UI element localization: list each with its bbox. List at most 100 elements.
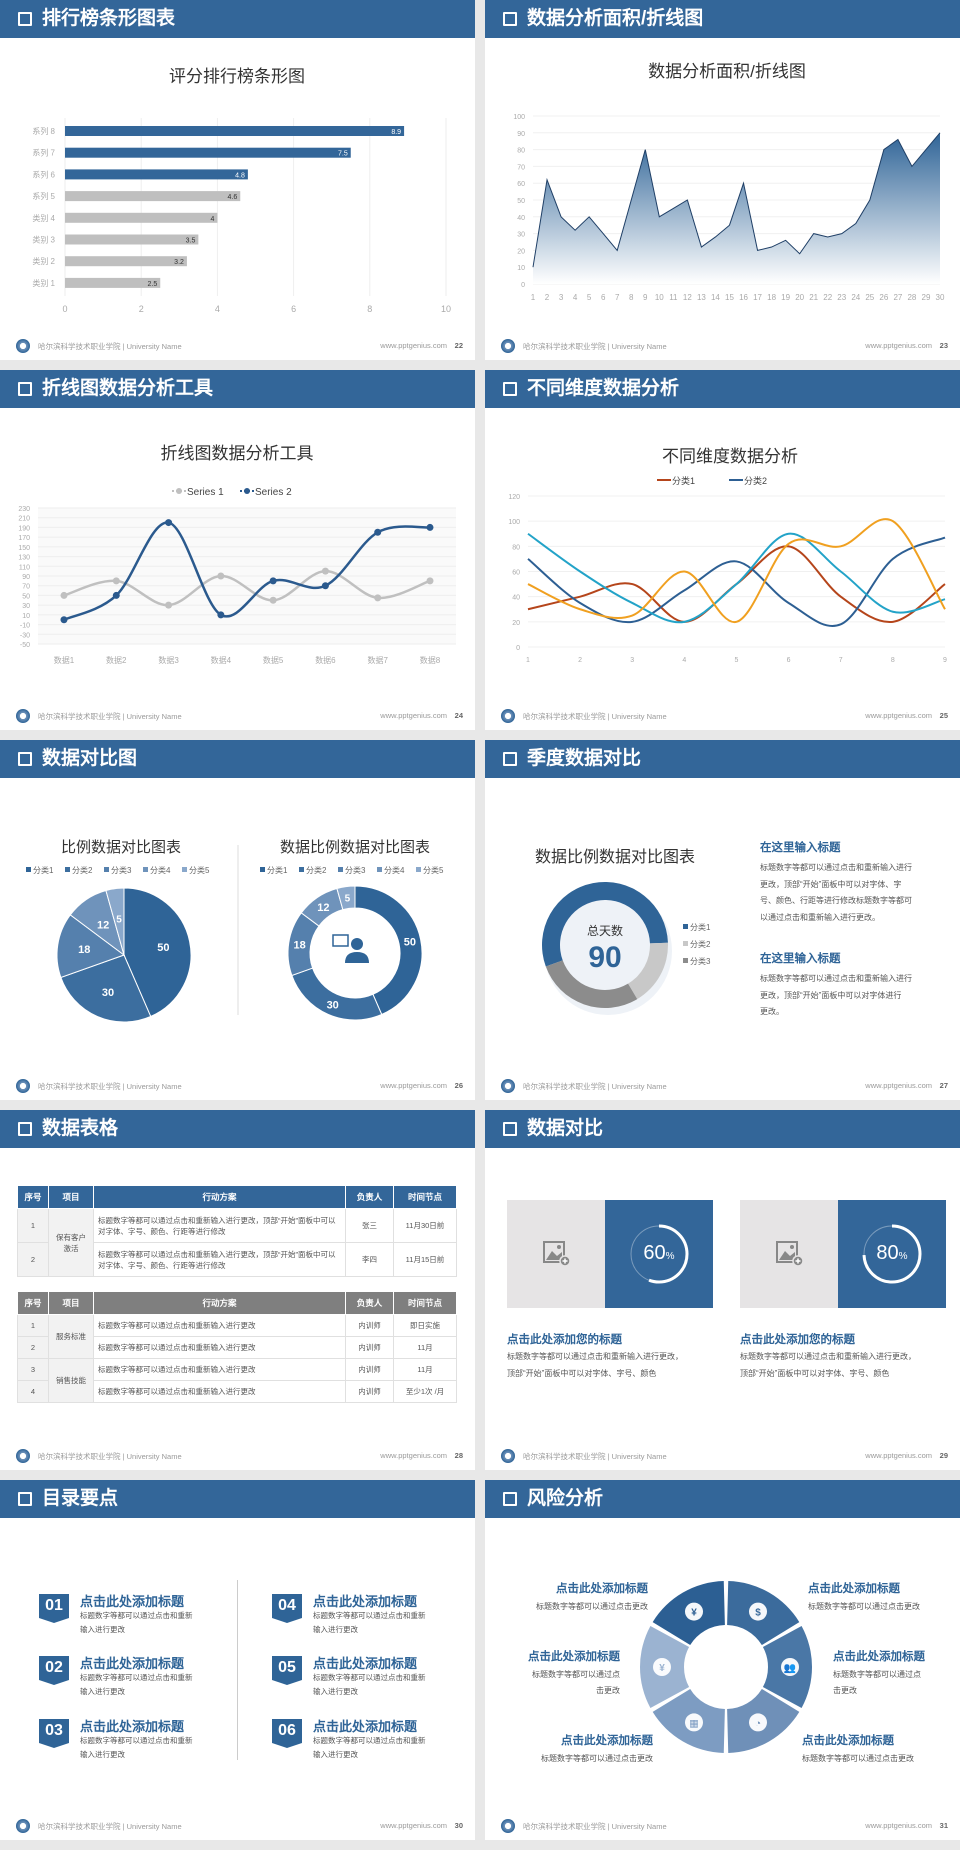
risk-item-title[interactable]: 点击此处添加标题 [556,1583,648,1595]
cell-no: 1 [17,1208,49,1243]
footer-url[interactable]: www.pptgenius.com [865,1451,932,1460]
image-placeholder[interactable] [740,1200,838,1308]
action-table-2: 序号 项目 行动方案 负责人 时间节点 1 服务标准 标题数字等都可以通过点击和重新输入… [17,1291,457,1403]
y-tick-label: 50 [517,198,525,205]
x-tick-label: 4 [573,293,578,302]
slice-label: 18 [78,944,90,956]
series-line [527,518,946,623]
risk-item-title[interactable]: 点击此处添加标题 [833,1651,925,1663]
y-tick-label: 60 [512,570,520,577]
chart-title: 数据比例数据对比图表 [280,839,430,856]
toc-item-title[interactable]: 点击此处添加标题 [313,1594,418,1609]
bar-value-label: 2.5 [148,281,158,288]
risk-item: 点击此处添加标题标题数字等都可以通过点击更改 [536,1580,648,1615]
slide-area-chart: 数据分析面积/折线图 数据分析面积/折线图 0 10 20 30 40 50 60 70 80 90… [485,0,960,360]
toc-item-title[interactable]: 点击此处添加标题 [80,1719,185,1734]
footer-url[interactable]: www.pptgenius.com [380,1081,447,1090]
pie-slice [354,885,423,1016]
cell-owner: 内训师 [345,1314,394,1337]
legend-swatch [683,924,688,929]
toc-item-title[interactable]: 点击此处添加标题 [80,1594,185,1609]
bar [65,256,187,267]
slide-dimension-chart: 不同维度数据分析 不同维度数据分析 0 20 40 60 80 100 120 1 2 3 4 5 6 7 8… [485,370,960,730]
footer-url[interactable]: www.pptgenius.com [865,1081,932,1090]
footer-school: 哈尔滨科学技术职业学院 | University Name [523,1082,667,1091]
column-header: 负责人 [345,1291,394,1315]
slice-label: 5 [345,894,351,905]
slide-data-compare: 数据对比 60% 点击此处添加您的标题 标题数字等都可以通过点击和重新输入进行更… [485,1110,960,1470]
footer-school: 哈尔滨科学技术职业学院 | University Name [523,342,667,351]
text-block-2: 在这里输入标题 标题数字等都可以通过点击和重新输入进行 更改，顶部“开始”面板中… [760,950,950,1021]
footer-url[interactable]: www.pptgenius.com [865,1821,932,1830]
data-point [321,582,329,590]
university-logo-icon [501,1449,515,1463]
x-tick-label: 17 [753,293,762,302]
data-point [217,572,225,580]
center-value: 90 [588,941,621,974]
y-tick-label: 10 [517,265,525,272]
slide-toc: 目录要点 01 点击此处添加标题 标题数字等都可以通过点击和重新 输入进行更改 02… [0,1480,475,1840]
category-label: 系列 5 [32,191,55,201]
cell-plan: 标题数字等都可以通过点击和重新输入进行更改 [93,1380,346,1403]
image-placeholder[interactable] [507,1200,605,1308]
slide-header: 数据表格 [0,1110,475,1148]
page-number: 31 [939,1821,948,1830]
x-tick-label: 10 [655,293,664,302]
y-tick-label: 80 [517,148,525,155]
data-point [60,616,68,624]
x-tick-label: 26 [879,293,888,302]
y-tick-label: 80 [512,544,520,551]
cell-time: 11月 [393,1358,457,1381]
checkbox-square-icon [18,382,32,396]
y-tick-label: 190 [18,525,30,532]
legend-swatch [65,867,70,872]
donut-slice [542,882,668,967]
number-badge: 03 [39,1719,69,1748]
cell-plan: 标题数字等都可以通过点击和重新输入进行更改 [93,1358,346,1381]
checkbox-square-icon [503,1122,517,1136]
y-tick-label: 210 [18,516,30,523]
category-label: 类别 4 [32,213,55,223]
footer-url[interactable]: www.pptgenius.com [380,711,447,720]
pie-chart-icon [749,1713,767,1732]
slide-title: 季度数据对比 [527,748,642,769]
y-tick-label: 130 [18,555,30,562]
footer-url[interactable]: www.pptgenius.com [380,341,447,350]
page-number: 24 [454,711,463,720]
footer-url[interactable]: www.pptgenius.com [865,711,932,720]
checkbox-square-icon [503,752,517,766]
x-tick-label: 28 [907,293,916,302]
risk-item-title[interactable]: 点击此处添加标题 [808,1583,900,1595]
desc-line: 输入进行更改 [80,1750,125,1759]
slide-footer: 哈尔滨科学技术职业学院 | University Name www.pptgeni… [0,1818,475,1834]
risk-item-title[interactable]: 点击此处添加标题 [561,1735,653,1747]
pie-slice [56,914,126,979]
toc-item-title[interactable]: 点击此处添加标题 [313,1719,418,1734]
number-badge: 04 [272,1594,302,1623]
chart-title: 折线图数据分析工具 [161,444,314,463]
footer-url[interactable]: www.pptgenius.com [865,341,932,350]
toc-item-title[interactable]: 点击此处添加标题 [313,1656,418,1671]
risk-item-title[interactable]: 点击此处添加标题 [528,1651,620,1663]
slide-header: 排行榜条形图表 [0,0,475,38]
category-label: 类别 2 [32,256,55,266]
x-tick-label: 27 [893,293,902,302]
risk-item-desc: 标题数字等都可以通过点击更改 [541,1751,653,1767]
university-logo-icon [501,339,515,353]
add-image-icon [543,1241,571,1267]
cell-time: 至少1次 /月 [393,1380,457,1403]
footer-url[interactable]: www.pptgenius.com [380,1821,447,1830]
y-tick-label: 170 [18,535,30,542]
checkbox-square-icon [503,1492,517,1506]
toc-item-desc: 标题数字等都可以通过点击和重新 输入进行更改 [313,1734,426,1762]
progress-value: 60% [605,1242,713,1265]
y-tick-label: 230 [18,506,30,513]
footer-school: 哈尔滨科学技术职业学院 | University Name [523,712,667,721]
desc-line: 标题数字等都可以通过点击更改 [536,1602,648,1611]
toc-item-title[interactable]: 点击此处添加标题 [80,1656,185,1671]
legend-swatch [104,867,109,872]
slide-footer: 哈尔滨科学技术职业学院 | University Name www.pptgeni… [0,708,475,724]
x-tick-label: 10 [441,304,451,314]
footer-url[interactable]: www.pptgenius.com [380,1451,447,1460]
risk-item-title[interactable]: 点击此处添加标题 [802,1735,894,1747]
